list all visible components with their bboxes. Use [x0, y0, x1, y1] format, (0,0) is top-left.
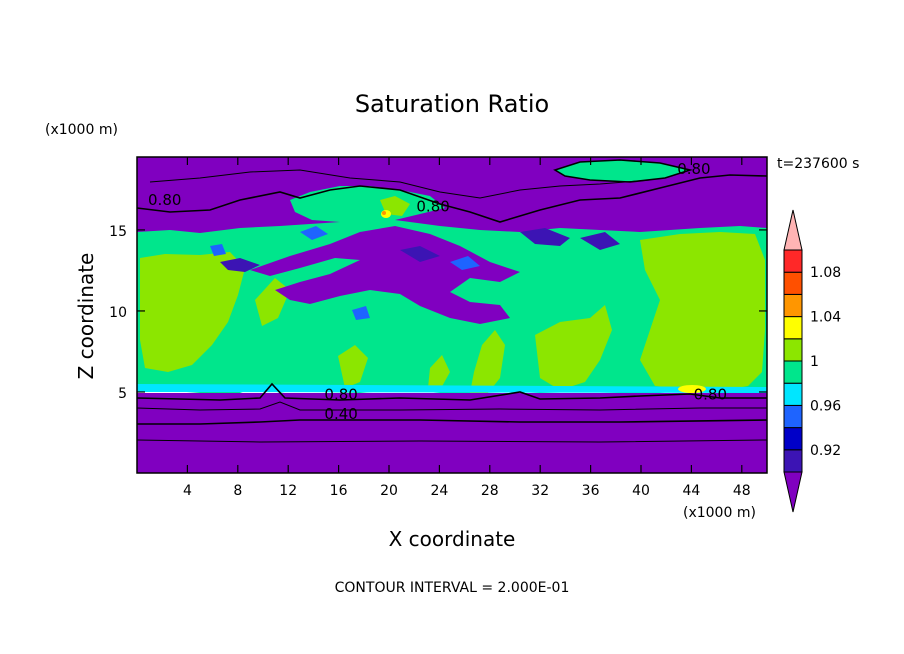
contour-line-0.40-lower	[137, 419, 767, 425]
x-tick-label: 4	[183, 483, 192, 499]
contour-label: 0.40	[324, 405, 357, 423]
colorbar-segment	[783, 427, 803, 451]
colorbar-bottom-triangle	[783, 471, 803, 513]
x-axis-ticks: 4 8 12 16 20 24 28 32 36 40 44 48	[183, 157, 751, 499]
x-tick-label: 28	[481, 483, 499, 499]
region-left-pocket	[140, 252, 245, 372]
region-upper-cloud	[290, 186, 445, 222]
contour-label: 0.80	[416, 197, 449, 215]
contour-interval-footer: CONTOUR INTERVAL = 2.000E-01	[335, 580, 570, 596]
y-tick-label: 15	[109, 224, 127, 240]
contour-line-top-cloud	[553, 159, 694, 183]
colorbar-segment	[783, 382, 803, 406]
region-mixing-streaks-2	[220, 228, 620, 272]
x-axis-label: X coordinate	[389, 527, 516, 551]
region-orange-spot	[382, 211, 386, 215]
region-mid-bump-1	[470, 330, 505, 393]
colorbar-segment	[783, 449, 803, 473]
colorbar-level-label: 1.08	[810, 265, 841, 281]
plot-frame	[136, 156, 768, 474]
region-lower-dry	[137, 393, 767, 473]
time-label: t=237600 s	[777, 156, 859, 172]
x-tick-label: 48	[733, 483, 751, 499]
colorbar-segment	[783, 249, 803, 273]
contour-label: 0.80	[677, 160, 710, 178]
x-tick-label: 20	[380, 483, 398, 499]
region-yellow-spot-1	[678, 385, 706, 393]
y-unit-label: (x1000 m)	[45, 122, 118, 138]
x-tick-label: 36	[582, 483, 600, 499]
contour-label: 0.80	[694, 385, 727, 403]
colorbar-level-label: 0.92	[810, 443, 841, 459]
region-cyan-edges	[137, 384, 767, 393]
contour-line-0.60-lower	[137, 401, 767, 411]
contour-line-0.80-lower	[137, 382, 767, 401]
contour-line-0.20-lower	[137, 439, 767, 443]
x-tick-label: 24	[430, 483, 448, 499]
y-axis-ticks: 5 10 15	[109, 224, 767, 402]
y-tick-label: 10	[109, 305, 127, 321]
x-tick-label: 12	[279, 483, 297, 499]
saturation-field	[137, 157, 767, 473]
colorbar-segment	[783, 404, 803, 429]
colorbar-segment	[783, 316, 803, 340]
contour-lines	[137, 159, 767, 443]
colorbar-level-label: 1.04	[810, 310, 841, 326]
region-mid-bump-2	[535, 305, 612, 390]
y-tick-label: 5	[118, 386, 127, 402]
x-tick-label: 44	[682, 483, 700, 499]
region-top-right-cloud	[555, 160, 690, 182]
region-mid-bump-3	[338, 345, 368, 388]
contour-label: 0.80	[148, 191, 181, 209]
colorbar-level-label: 1	[810, 354, 819, 370]
x-tick-label: 8	[233, 483, 242, 499]
colorbar-segment	[783, 360, 803, 384]
x-tick-label: 32	[531, 483, 549, 499]
chart-title: Saturation Ratio	[355, 90, 549, 118]
colorbar-top-triangle	[783, 209, 803, 251]
x-tick-label: 40	[632, 483, 650, 499]
contour-line-0.60-upper	[149, 169, 651, 199]
colorbar-level-label: 0.96	[810, 398, 841, 414]
colorbar-segment	[783, 293, 803, 318]
region-mid-bump-4	[428, 355, 450, 390]
colorbar: 0.92 0.96 1 1.04 1.08	[783, 209, 841, 513]
y-axis-label: Z coordinate	[74, 253, 98, 380]
colorbar-segment	[783, 271, 803, 295]
contour-line-0.80-upper	[137, 174, 767, 223]
x-unit-label: (x1000 m)	[683, 505, 756, 521]
colorbar-segment	[783, 338, 803, 362]
region-mixing-streaks	[250, 226, 520, 324]
region-right-pocket	[640, 232, 765, 390]
x-tick-label: 16	[330, 483, 348, 499]
contour-label: 0.80	[324, 385, 357, 403]
contour-labels: 0.80 0.80 0.80 0.80 0.80 0.40	[148, 160, 727, 423]
